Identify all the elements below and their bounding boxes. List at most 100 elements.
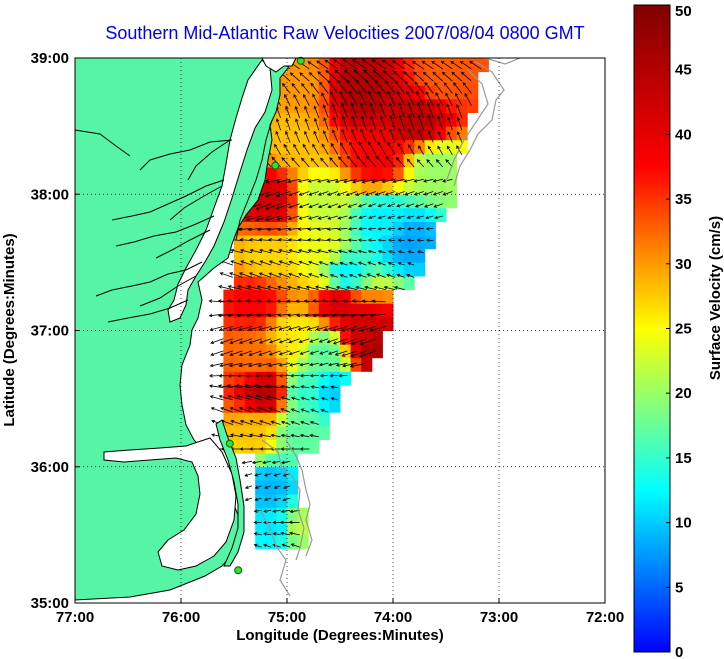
velocity-arrow — [291, 434, 300, 438]
velocity-arrow — [321, 397, 329, 401]
velocity-cell — [287, 139, 299, 154]
velocity-cell — [265, 480, 277, 495]
velocity-arrow — [360, 313, 377, 317]
velocity-arrow — [279, 326, 291, 330]
velocity-arrow — [398, 262, 405, 266]
velocity-arrowhead — [276, 118, 280, 122]
velocity-arrowhead — [396, 273, 401, 278]
velocity-arrowhead — [304, 105, 308, 110]
velocity-arrowhead — [255, 374, 259, 378]
velocity-arrowhead — [407, 128, 412, 132]
velocity-cell — [297, 371, 309, 386]
velocity-arrowhead — [291, 157, 295, 161]
velocity-arrowhead — [278, 248, 283, 253]
velocity-arrow — [230, 260, 243, 266]
velocity-cell — [308, 194, 320, 209]
velocity-arrow — [298, 249, 310, 254]
velocity-arrowhead — [384, 192, 389, 196]
velocity-cell — [308, 357, 320, 372]
velocity-cell — [382, 139, 394, 154]
velocity-arrowhead — [280, 433, 285, 438]
velocity-cell — [244, 276, 256, 291]
velocity-cell — [371, 330, 383, 345]
velocity-arrowhead — [469, 60, 473, 65]
velocity-arrow — [417, 239, 424, 241]
velocity-arrow — [305, 313, 319, 317]
velocity-arrow — [327, 227, 338, 230]
velocity-cell — [287, 534, 299, 549]
velocity-cell — [361, 153, 373, 168]
velocity-arrow — [367, 273, 377, 278]
velocity-arrowhead — [350, 128, 355, 133]
velocity-arrowhead — [387, 261, 392, 266]
velocity-arrowhead — [347, 238, 352, 242]
velocity-arrowhead — [317, 179, 322, 183]
velocity-cell — [297, 167, 309, 182]
velocity-arrowhead — [208, 313, 213, 318]
velocity-arrowhead — [259, 433, 263, 437]
velocity-arrow — [327, 191, 339, 196]
velocity-arrowhead — [365, 192, 369, 196]
velocity-cell — [287, 344, 299, 359]
velocity-arrow — [311, 409, 319, 413]
velocity-cell — [276, 371, 288, 386]
velocity-arrowhead — [341, 115, 346, 120]
velocity-arrow — [219, 326, 234, 331]
velocity-cell — [340, 112, 352, 127]
velocity-arrowhead — [319, 273, 323, 277]
velocity-arrowhead — [280, 531, 285, 536]
velocity-arrowhead — [426, 159, 430, 163]
velocity-arrowhead — [287, 179, 292, 184]
velocity-cell — [456, 85, 468, 100]
velocity-cell — [265, 412, 277, 427]
velocity-arrow — [403, 71, 415, 82]
velocity-arrowhead — [278, 272, 282, 276]
velocity-arrow — [299, 203, 310, 208]
velocity-arrow — [371, 178, 386, 183]
velocity-cell — [435, 71, 447, 86]
velocity-arrow — [370, 102, 377, 119]
velocity-arrowhead — [209, 327, 214, 332]
velocity-arrowhead — [372, 69, 377, 74]
velocity-arrow — [425, 91, 434, 106]
velocity-arrow — [242, 460, 253, 464]
velocity-cell — [424, 194, 436, 209]
velocity-arrow — [340, 274, 348, 278]
velocity-arrow — [310, 83, 320, 94]
velocity-arrowhead — [350, 353, 354, 358]
velocity-arrow — [363, 69, 377, 82]
velocity-arrow — [293, 94, 301, 106]
velocity-arrow — [318, 203, 329, 208]
velocity-arrow — [394, 286, 405, 290]
velocity-arrow — [288, 338, 300, 343]
velocity-cell — [393, 194, 405, 209]
velocity-arrow — [384, 286, 396, 290]
velocity-cell — [424, 139, 436, 154]
velocity-arrow — [308, 273, 319, 278]
velocity-arrow — [321, 386, 329, 389]
velocity-cell — [340, 85, 352, 100]
velocity-cell — [371, 248, 383, 263]
velocity-arrow — [394, 80, 406, 94]
velocity-arrow — [275, 131, 281, 143]
velocity-arrow — [298, 178, 310, 182]
velocity-arrowhead — [267, 313, 272, 318]
velocity-arrowhead — [387, 90, 391, 95]
velocity-arrow — [351, 115, 358, 131]
velocity-arrow — [428, 130, 434, 143]
velocity-cell — [329, 357, 341, 372]
velocity-arrowhead — [341, 102, 345, 107]
velocity-arrowhead — [220, 407, 224, 411]
velocity-arrowhead — [358, 215, 363, 220]
velocity-arrow — [264, 473, 272, 476]
velocity-arrowhead — [290, 543, 295, 547]
velocity-arrowhead — [357, 249, 362, 254]
velocity-arrowhead — [349, 364, 354, 368]
velocity-arrow — [298, 239, 310, 241]
velocity-arrowhead — [326, 179, 331, 183]
velocity-arrowhead — [442, 192, 447, 196]
velocity-arrowhead — [437, 115, 441, 120]
velocity-arrowhead — [307, 61, 312, 65]
velocity-cell — [361, 344, 373, 359]
